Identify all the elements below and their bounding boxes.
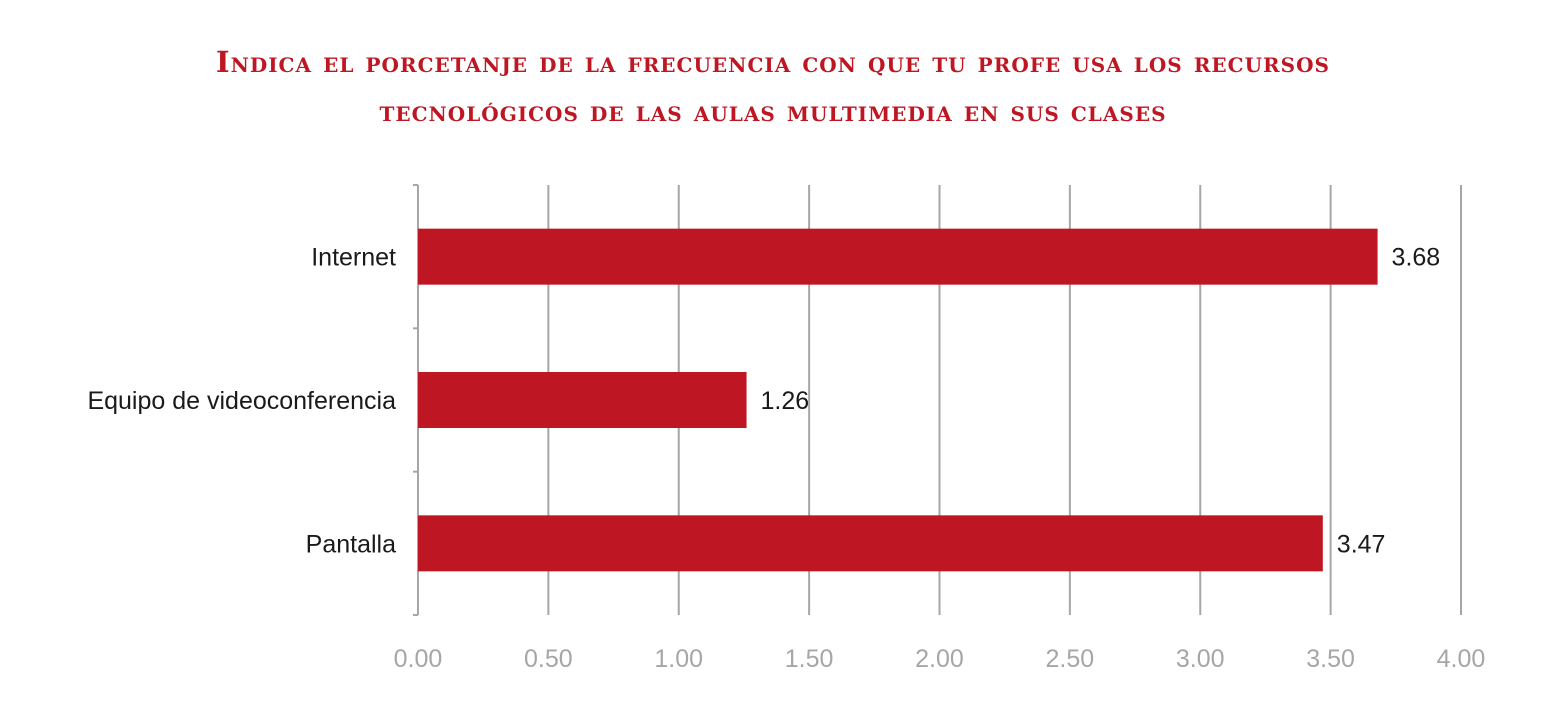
chart-title-line-1: Indica el porcetanje de la frecuencia co… <box>216 45 1330 79</box>
x-tick-label: 1.50 <box>785 645 834 673</box>
x-tick-label: 1.00 <box>654 645 703 673</box>
data-label: 3.68 <box>1392 244 1441 272</box>
category-label: Internet <box>311 244 396 272</box>
data-label: 1.26 <box>761 387 810 415</box>
bar <box>418 372 747 428</box>
x-tick-label: 2.50 <box>1046 645 1095 673</box>
x-tick-label: 3.00 <box>1176 645 1225 673</box>
category-label: Pantalla <box>306 530 396 558</box>
category-label: Equipo de videoconferencia <box>87 387 396 415</box>
bar <box>418 515 1323 572</box>
bar <box>418 228 1378 285</box>
x-tick-label: 0.00 <box>394 645 443 673</box>
chart-title-line-2: tecnológicos de las aulas multimedia en … <box>379 94 1167 128</box>
chart-title: Indica el porcetanje de la frecuencia co… <box>0 38 1546 136</box>
x-tick-label: 0.50 <box>524 645 573 673</box>
x-tick-label: 2.00 <box>915 645 964 673</box>
x-tick-label: 4.00 <box>1437 645 1486 673</box>
data-label: 3.47 <box>1337 530 1386 558</box>
x-tick-label: 3.50 <box>1306 645 1355 673</box>
